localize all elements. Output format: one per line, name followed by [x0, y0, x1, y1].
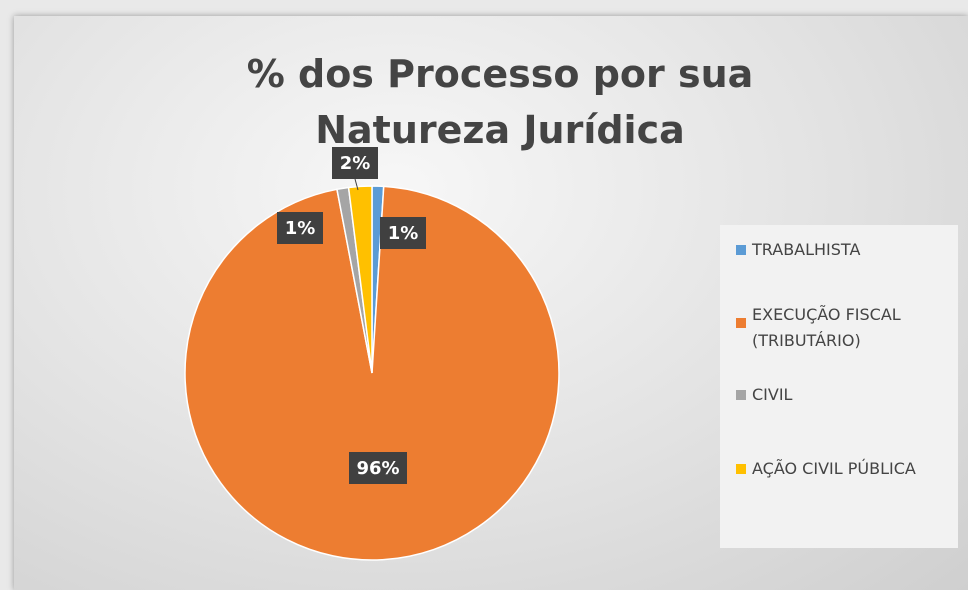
data-label: 1%: [388, 223, 419, 244]
legend-item: EXECUÇÃO FISCAL (TRIBUTÁRIO): [736, 305, 956, 354]
legend-label: TRABALHISTA: [752, 240, 861, 259]
legend-item: CIVIL: [736, 382, 956, 408]
data-label-box: [380, 217, 426, 249]
legend-swatch: [736, 464, 746, 474]
leader-line: [354, 178, 359, 191]
legend: TRABALHISTA EXECUÇÃO FISCAL (TRIBUTÁRIO) C…: [720, 225, 958, 548]
legend-item: AÇÃO CIVIL PÚBLICA: [736, 456, 956, 482]
legend-item: TRABALHISTA: [736, 237, 956, 263]
pie-slice: [184, 185, 560, 561]
data-label-box: [332, 147, 378, 179]
data-label: 96%: [356, 458, 399, 479]
data-label: 2%: [340, 153, 371, 174]
legend-swatch: [736, 245, 746, 255]
legend-label: AÇÃO CIVIL PÚBLICA: [752, 459, 916, 478]
legend-label: EXECUÇÃO FISCAL (TRIBUTÁRIO): [752, 305, 901, 350]
data-label-box: [349, 452, 407, 484]
data-label: 1%: [285, 218, 316, 239]
legend-label: CIVIL: [752, 385, 793, 404]
legend-swatch: [736, 390, 746, 400]
chart-title: % dos Processo por sua Natureza Jurídica: [246, 52, 754, 152]
pie-slice: [347, 185, 373, 374]
data-label-box: [277, 212, 323, 244]
legend-swatch: [736, 318, 746, 328]
